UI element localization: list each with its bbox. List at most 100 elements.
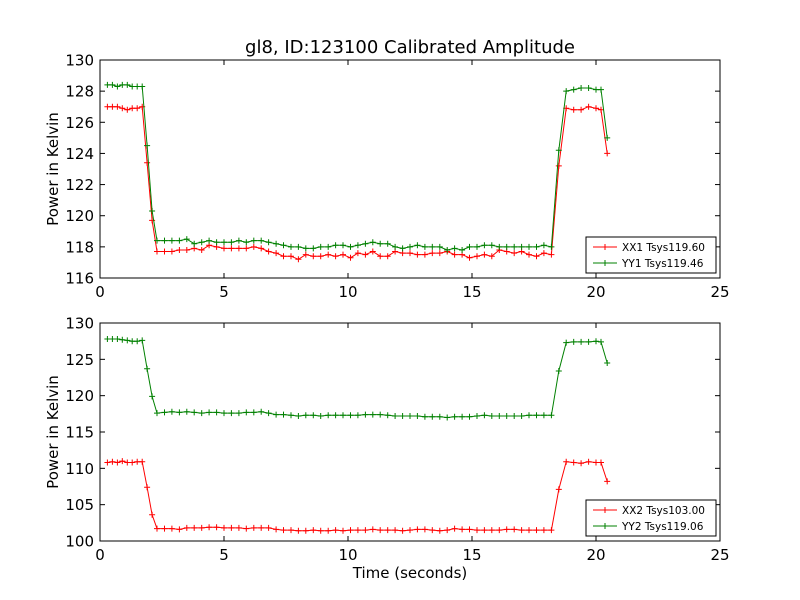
data-point bbox=[114, 83, 121, 90]
data-point bbox=[109, 458, 116, 465]
data-point bbox=[198, 524, 205, 531]
data-point bbox=[228, 245, 235, 252]
legend-marker bbox=[602, 507, 608, 513]
data-point bbox=[407, 250, 413, 257]
data-point bbox=[295, 413, 302, 419]
data-point bbox=[176, 526, 183, 533]
plot-frame bbox=[99, 59, 721, 279]
data-point bbox=[302, 251, 309, 258]
data-point bbox=[235, 237, 242, 244]
data-point bbox=[377, 527, 384, 534]
legend-label: YY2 Tsys119.06 bbox=[621, 521, 704, 533]
y-tick-label: 100 bbox=[65, 533, 94, 551]
data-point bbox=[149, 393, 156, 400]
data-point bbox=[362, 411, 369, 418]
data-point bbox=[250, 409, 257, 416]
data-point bbox=[593, 338, 599, 345]
data-point bbox=[563, 88, 570, 95]
data-point bbox=[139, 337, 146, 344]
data-point bbox=[325, 527, 332, 534]
data-point bbox=[384, 412, 391, 419]
data-point bbox=[369, 239, 376, 246]
data-point bbox=[585, 103, 592, 110]
data-point bbox=[362, 527, 369, 534]
data-point bbox=[183, 524, 190, 531]
data-point bbox=[265, 248, 272, 255]
data-point bbox=[474, 527, 480, 534]
data-point bbox=[604, 360, 611, 366]
data-point bbox=[134, 105, 141, 112]
data-point bbox=[154, 248, 160, 255]
data-point bbox=[451, 245, 458, 252]
x-tick-label: 0 bbox=[95, 283, 105, 301]
data-point bbox=[144, 365, 151, 372]
x-tick-label: 10 bbox=[338, 546, 357, 564]
data-point bbox=[258, 408, 265, 415]
data-point bbox=[503, 243, 510, 250]
data-point bbox=[598, 106, 604, 113]
data-point bbox=[511, 413, 518, 419]
data-point bbox=[362, 240, 369, 247]
data-point bbox=[578, 85, 585, 91]
data-point bbox=[161, 248, 168, 255]
data-point bbox=[570, 338, 577, 345]
data-point bbox=[511, 526, 518, 533]
x-axis-label: Time (seconds) bbox=[352, 564, 468, 582]
x-tick-label: 20 bbox=[586, 546, 605, 564]
data-point bbox=[604, 150, 611, 157]
data-point bbox=[407, 413, 413, 419]
data-point bbox=[466, 413, 473, 420]
data-point bbox=[377, 240, 384, 247]
data-point bbox=[265, 524, 272, 531]
data-point bbox=[317, 253, 324, 260]
data-point bbox=[235, 524, 242, 531]
data-point bbox=[124, 106, 131, 113]
y-tick-label: 118 bbox=[65, 238, 94, 256]
data-point bbox=[593, 105, 599, 112]
y-tick-label: 120 bbox=[65, 207, 94, 225]
data-point bbox=[604, 478, 611, 485]
data-point bbox=[250, 237, 257, 244]
data-point bbox=[183, 236, 190, 243]
data-point bbox=[295, 527, 302, 534]
data-point bbox=[369, 526, 376, 533]
data-point bbox=[310, 245, 317, 252]
data-point bbox=[317, 243, 324, 250]
data-point bbox=[429, 413, 436, 420]
data-point bbox=[347, 254, 354, 261]
data-point bbox=[481, 412, 488, 419]
data-point bbox=[235, 410, 242, 417]
data-point bbox=[570, 459, 577, 466]
data-point bbox=[466, 243, 473, 250]
data-point bbox=[258, 524, 265, 531]
data-point bbox=[481, 527, 488, 534]
data-point bbox=[555, 147, 562, 154]
data-point bbox=[585, 458, 592, 465]
data-point bbox=[369, 248, 376, 255]
data-point bbox=[144, 142, 151, 149]
data-point bbox=[340, 251, 346, 258]
y-tick-label: 116 bbox=[65, 270, 94, 288]
data-point bbox=[481, 251, 488, 258]
data-point bbox=[459, 413, 466, 420]
data-point bbox=[206, 237, 213, 244]
data-point bbox=[421, 243, 428, 250]
data-point bbox=[310, 412, 317, 419]
figure-title: gl8, ID:123100 Calibrated Amplitude bbox=[245, 37, 575, 58]
data-point bbox=[518, 527, 525, 534]
data-point bbox=[144, 484, 151, 491]
data-point bbox=[206, 409, 213, 416]
y-axis-label: Power in Kelvin bbox=[44, 375, 62, 489]
data-point bbox=[139, 458, 146, 465]
data-point bbox=[340, 527, 346, 534]
data-point bbox=[109, 81, 116, 88]
data-point bbox=[265, 410, 272, 417]
data-point bbox=[354, 527, 361, 534]
data-point bbox=[451, 251, 458, 258]
data-point bbox=[332, 412, 339, 419]
data-point bbox=[570, 86, 577, 93]
x-tick-label: 15 bbox=[462, 283, 481, 301]
data-point bbox=[258, 237, 265, 244]
data-point bbox=[429, 527, 436, 534]
legend-marker bbox=[602, 244, 608, 250]
